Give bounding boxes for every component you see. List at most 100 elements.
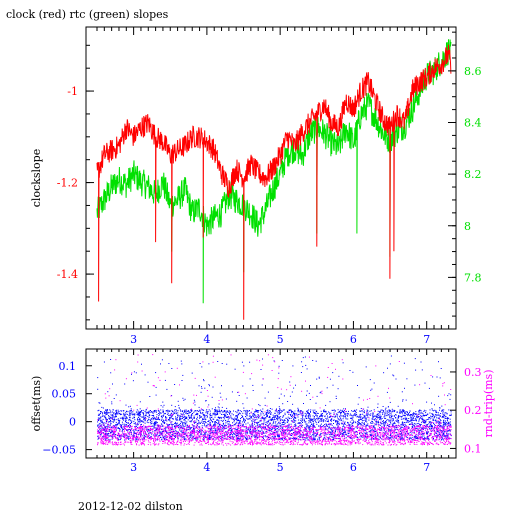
offset-points-point: [370, 413, 371, 414]
offset-points-point: [267, 421, 268, 422]
offset-points-point: [328, 424, 329, 425]
rndtrip-points-point: [349, 435, 350, 436]
offset-points-point: [167, 414, 168, 415]
offset-points-point: [109, 412, 110, 413]
offset-points-point: [393, 420, 394, 421]
offset-points-point: [182, 410, 183, 411]
offset-points-point: [382, 412, 383, 413]
offset-points-point: [210, 422, 211, 423]
rndtrip-points-point: [301, 431, 302, 432]
offset-points-point: [130, 420, 131, 421]
offset-points-point: [408, 413, 409, 414]
offset-points-point: [192, 415, 193, 416]
offset-points-point: [242, 413, 243, 414]
offset-points-point: [160, 412, 161, 413]
offset-points-point: [430, 418, 431, 419]
offset-points-point: [414, 413, 415, 414]
offset-points-point: [425, 410, 426, 411]
offset-points-point: [388, 429, 389, 430]
offset-points-point: [155, 423, 156, 424]
offset-points-point: [287, 401, 288, 402]
offset-points-point: [382, 421, 383, 422]
offset-points-point: [165, 429, 166, 430]
offset-points-point: [193, 426, 194, 427]
offset-points-point: [283, 415, 284, 416]
offset-points-point: [148, 429, 149, 430]
offset-points-point: [376, 416, 377, 417]
offset-points-point: [325, 405, 326, 406]
offset-points-point: [204, 434, 205, 435]
offset-points-point: [380, 411, 381, 412]
offset-points-point: [199, 385, 200, 386]
offset-points-point: [240, 425, 241, 426]
offset-points-point: [434, 424, 435, 425]
offset-points-point: [130, 423, 131, 424]
offset-points-point: [319, 416, 320, 417]
offset-points-point: [223, 435, 224, 436]
offset-points-point: [302, 420, 303, 421]
offset-points-point: [257, 414, 258, 415]
offset-points-point: [397, 419, 398, 420]
rndtrip-points-point: [97, 443, 98, 444]
offset-points-point: [426, 402, 427, 403]
offset-points-point: [271, 412, 272, 413]
offset-points-point: [150, 422, 151, 423]
offset-points-point: [222, 421, 223, 422]
offset-points-point: [159, 412, 160, 413]
offset-points-point: [265, 405, 266, 406]
offset-points-point: [244, 422, 245, 423]
offset-points-point: [201, 366, 202, 367]
rndtrip-points-point: [262, 428, 263, 429]
offset-points-point: [134, 423, 135, 424]
offset-points-point: [341, 423, 342, 424]
offset-points-point: [305, 357, 306, 358]
offset-points-point: [293, 418, 294, 419]
offset-points-point: [411, 438, 412, 439]
offset-points-point: [110, 372, 111, 373]
offset-points-point: [443, 416, 444, 417]
offset-points-point: [107, 426, 108, 427]
offset-points-point: [332, 431, 333, 432]
offset-points-point: [436, 421, 437, 422]
offset-points-point: [237, 438, 238, 439]
offset-points-point: [230, 415, 231, 416]
offset-points-point: [137, 409, 138, 410]
offset-points-point: [233, 419, 234, 420]
offset-points-point: [155, 418, 156, 419]
offset-points-point: [122, 424, 123, 425]
offset-points-point: [294, 415, 295, 416]
offset-points-point: [282, 411, 283, 412]
offset-points-point: [368, 420, 369, 421]
offset-points-point: [162, 359, 163, 360]
offset-points-point: [397, 434, 398, 435]
offset-points-point: [310, 418, 311, 419]
offset-points-point: [198, 420, 199, 421]
offset-points-point: [294, 438, 295, 439]
offset-points-point: [287, 412, 288, 413]
offset-points-point: [330, 436, 331, 437]
offset-points-point: [226, 364, 227, 365]
offset-points-point: [443, 424, 444, 425]
offset-points-point: [110, 412, 111, 413]
offset-points-point: [274, 419, 275, 420]
offset-points-point: [170, 420, 171, 421]
offset-points-point: [173, 419, 174, 420]
offset-points-point: [344, 414, 345, 415]
offset-points-point: [352, 423, 353, 424]
offset-points-point: [305, 365, 306, 366]
offset-points-point: [321, 424, 322, 425]
offset-points-point: [235, 369, 236, 370]
offset-points-point: [415, 424, 416, 425]
offset-points-point: [340, 410, 341, 411]
offset-points-point: [234, 421, 235, 422]
offset-points-point: [437, 421, 438, 422]
offset-points-point: [112, 421, 113, 422]
offset-points-point: [405, 415, 406, 416]
offset-points-point: [180, 411, 181, 412]
offset-points-point: [357, 434, 358, 435]
offset-points-point: [282, 424, 283, 425]
rndtrip-points-point: [140, 439, 141, 440]
offset-points-point: [228, 424, 229, 425]
offset-points-point: [141, 421, 142, 422]
offset-points-point: [318, 425, 319, 426]
